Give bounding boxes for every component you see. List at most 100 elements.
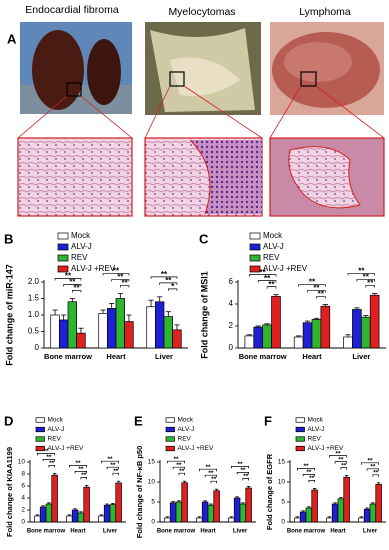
- y-tick-label: 5: [281, 499, 285, 506]
- y-tick-label: 0: [21, 519, 25, 526]
- significance-label: **: [165, 276, 172, 285]
- x-tick-label: Bone marrow: [27, 529, 66, 535]
- significance-bracket: [63, 284, 82, 287]
- bar: [59, 319, 69, 349]
- legend-label: ALV-J: [178, 426, 195, 433]
- bar: [163, 316, 173, 349]
- y-tick-label: 15: [278, 459, 286, 466]
- error-bar: [307, 506, 311, 508]
- significance-bracket: [372, 474, 379, 477]
- error-bar: [339, 497, 343, 499]
- x-tick-label: Liver: [155, 352, 173, 361]
- significance-label: **: [74, 284, 81, 293]
- significance-bracket: [42, 459, 55, 462]
- legend-label: Mock: [178, 417, 194, 424]
- bar: [98, 515, 105, 523]
- legend-swatch: [249, 243, 261, 251]
- error-bar: [177, 500, 181, 502]
- bar: [115, 298, 125, 349]
- bar: [164, 517, 171, 523]
- significance-label: **: [208, 470, 214, 477]
- error-bar: [304, 320, 311, 323]
- significance-bracket: [48, 465, 55, 468]
- error-bar: [371, 502, 375, 504]
- error-bar: [182, 480, 187, 483]
- significance-label: **: [240, 467, 246, 474]
- y-tick-label: 4: [229, 299, 234, 308]
- error-bar: [174, 324, 180, 330]
- legend-swatch: [165, 445, 175, 452]
- error-bar: [214, 488, 219, 491]
- error-bar: [84, 484, 89, 488]
- significance-bracket: [340, 467, 347, 470]
- y-tick-label: 2: [229, 321, 234, 330]
- error-bar: [322, 304, 328, 307]
- bar: [305, 507, 313, 523]
- bar: [311, 489, 318, 523]
- bar: [293, 336, 304, 349]
- bar: [124, 321, 134, 349]
- error-bar: [209, 503, 213, 506]
- y-tick-label: 10: [148, 479, 156, 486]
- error-bar: [126, 314, 132, 322]
- error-bar: [73, 508, 77, 510]
- error-bar: [301, 510, 305, 512]
- bar: [253, 326, 264, 349]
- y-tick-label: 0: [151, 519, 155, 526]
- error-bar: [35, 514, 40, 516]
- legend-label: REV: [308, 436, 322, 443]
- histology: [269, 137, 385, 217]
- bar: [363, 508, 371, 523]
- x-tick-label: Liver: [233, 529, 248, 535]
- significance-bracket: [308, 480, 315, 483]
- error-bar: [79, 511, 83, 513]
- error-bar: [148, 299, 154, 307]
- y-axis-label: Fold change of EGFR: [265, 453, 274, 530]
- legend-swatch: [295, 436, 305, 442]
- x-tick-label: Liver: [352, 352, 370, 361]
- error-bar: [354, 307, 360, 310]
- error-bar: [371, 293, 378, 296]
- legend-label: Mock: [263, 231, 283, 240]
- significance-bracket: [80, 477, 87, 480]
- significance-bracket: [302, 474, 315, 477]
- significance-bracket: [248, 274, 277, 277]
- legend-label: Mock: [48, 417, 64, 424]
- bar: [369, 503, 377, 523]
- y-tick-label: 10: [18, 459, 26, 466]
- significance-bracket: [334, 461, 347, 464]
- significance-label: **: [306, 469, 312, 476]
- error-bar: [111, 502, 115, 505]
- bar: [311, 319, 322, 349]
- significance-label: **: [161, 270, 168, 279]
- error-bar: [52, 472, 57, 476]
- significance-label: **: [176, 462, 182, 469]
- significance-label: **: [264, 274, 271, 283]
- y-tick-label: 1.0: [28, 310, 40, 319]
- photo: [270, 22, 384, 115]
- significance-label: **: [75, 460, 81, 467]
- significance-bracket: [329, 455, 347, 458]
- legend-label: Mock: [308, 417, 324, 424]
- bar: [67, 301, 77, 349]
- significance-bracket: [236, 472, 249, 475]
- significance-bracket: [361, 462, 379, 465]
- bar: [71, 509, 79, 523]
- significance-label: **: [309, 475, 315, 482]
- error-bar: [312, 487, 317, 490]
- error-bar: [246, 485, 251, 488]
- significance-bracket: [150, 276, 178, 279]
- bar: [175, 501, 183, 523]
- x-tick-label: Bone marrow: [287, 529, 326, 535]
- legend-swatch: [57, 243, 69, 251]
- legend-swatch: [35, 417, 45, 423]
- legend-label: ALV-J +REV: [48, 445, 84, 452]
- error-bar: [264, 323, 270, 325]
- bar: [34, 515, 41, 523]
- significance-label: **: [367, 279, 374, 288]
- bar: [369, 294, 380, 349]
- bar: [239, 503, 247, 523]
- significance-bracket: [102, 273, 130, 276]
- zoom-lines: [17, 85, 385, 139]
- significance-bracket: [365, 285, 376, 288]
